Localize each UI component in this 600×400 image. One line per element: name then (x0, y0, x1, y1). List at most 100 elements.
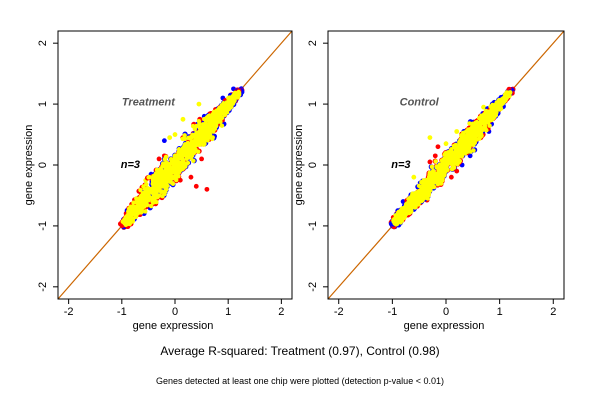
x-tick-label: 2 (278, 306, 284, 318)
data-point (403, 207, 408, 212)
data-point (203, 123, 209, 128)
data-point (431, 184, 437, 190)
data-point (428, 184, 434, 189)
data-point (202, 116, 207, 122)
data-point (180, 116, 186, 122)
data-point (461, 130, 466, 136)
y-tick-label: 0 (37, 162, 49, 168)
data-point (428, 173, 433, 179)
data-point (218, 109, 224, 114)
data-point (431, 173, 437, 178)
data-point (154, 199, 159, 205)
data-point (481, 104, 486, 110)
data-point (416, 200, 422, 205)
data-point (448, 174, 454, 180)
data-point (454, 153, 460, 159)
data-point (204, 128, 210, 133)
x-axis-title: gene expression (133, 320, 214, 332)
data-point (396, 212, 402, 218)
data-point (235, 95, 241, 100)
data-point (165, 183, 170, 188)
data-point (160, 172, 166, 177)
data-point (147, 174, 152, 180)
data-point (200, 129, 206, 134)
data-point (457, 140, 463, 146)
data-point (160, 194, 165, 199)
data-point (160, 182, 165, 187)
data-point (186, 144, 192, 149)
data-point (182, 136, 188, 142)
data-point (176, 149, 181, 155)
data-point (184, 149, 189, 154)
data-point (199, 156, 204, 162)
data-point (467, 133, 472, 138)
data-point (226, 95, 231, 101)
y-tick-label: 0 (307, 162, 319, 168)
data-point (502, 94, 508, 100)
panel-title: Treatment (122, 96, 176, 108)
data-point (440, 172, 445, 177)
data-point (427, 135, 433, 140)
data-point (234, 91, 239, 97)
data-point (443, 141, 449, 147)
data-point (441, 166, 446, 171)
y-axis-title: gene expression (293, 125, 305, 206)
y-tick-label: 2 (37, 40, 49, 46)
data-point (411, 174, 417, 180)
data-point (449, 147, 454, 152)
y-tick-label: 2 (307, 40, 319, 46)
data-point (171, 165, 176, 170)
data-point (190, 132, 196, 138)
data-point (174, 173, 179, 178)
data-point (485, 116, 490, 122)
x-tick-label: 2 (550, 306, 556, 318)
data-point (190, 123, 196, 129)
data-point (196, 130, 201, 136)
data-point (142, 204, 147, 209)
data-point (160, 177, 165, 182)
data-point (402, 214, 408, 220)
data-point (150, 200, 156, 205)
data-point (204, 186, 210, 192)
data-point (499, 99, 504, 104)
data-point (448, 157, 453, 163)
data-point (134, 199, 139, 205)
data-point (163, 154, 169, 160)
data-point (169, 159, 175, 164)
data-point (477, 131, 482, 137)
data-point (212, 126, 217, 132)
y-tick-label: -1 (307, 221, 319, 231)
x-tick-label: -1 (387, 306, 397, 318)
data-point (138, 187, 143, 193)
data-point (433, 159, 438, 164)
data-point (450, 165, 456, 171)
data-point (134, 211, 140, 217)
data-point (188, 155, 194, 161)
data-point (188, 174, 194, 180)
data-point (427, 170, 433, 175)
x-tick-label: -2 (64, 306, 74, 318)
data-point (481, 112, 486, 118)
data-point (477, 136, 482, 141)
data-point (422, 189, 428, 194)
data-point (143, 209, 148, 214)
data-point (128, 204, 133, 209)
data-point (428, 177, 433, 183)
data-point (210, 114, 215, 119)
x-axis-title: gene expression (404, 320, 485, 332)
data-point (437, 169, 442, 174)
data-point (150, 179, 156, 185)
data-point (444, 158, 449, 164)
data-point (164, 160, 169, 165)
data-point (476, 124, 482, 130)
data-point (443, 151, 448, 156)
data-point (135, 207, 140, 213)
data-point (452, 144, 457, 150)
data-point (133, 204, 138, 210)
data-point (422, 193, 428, 199)
sample-count-label: n=3 (391, 159, 410, 171)
data-point (200, 133, 205, 138)
data-point (181, 165, 186, 170)
data-point (429, 164, 435, 170)
x-tick-label: 1 (497, 306, 503, 318)
